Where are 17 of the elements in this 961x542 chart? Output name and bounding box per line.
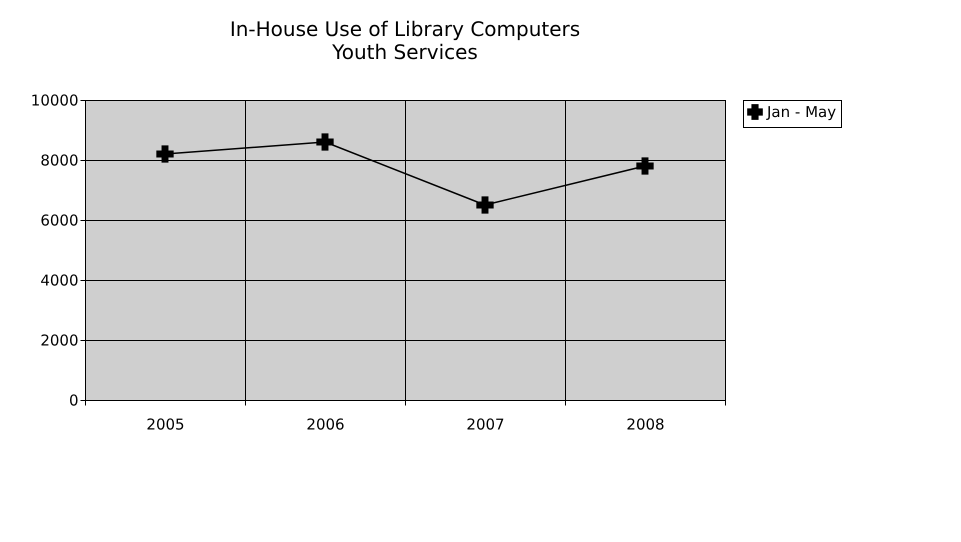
x-tick-label: 2008 — [626, 416, 665, 434]
chart-subtitle: Youth Services — [331, 40, 478, 64]
legend-label: Jan - May — [766, 103, 836, 121]
x-tick-label: 2007 — [466, 416, 505, 434]
point — [476, 196, 494, 214]
x-tick-label: 2006 — [306, 416, 345, 434]
point — [316, 133, 334, 151]
x-tick-label: 2005 — [146, 416, 185, 434]
y-tick-label: 6000 — [40, 212, 78, 230]
chart-title: In-House Use of Library Computers — [230, 17, 580, 41]
y-tick-label: 10000 — [30, 92, 78, 110]
y-tick-label: 0 — [68, 392, 78, 410]
point — [636, 157, 654, 175]
point — [156, 145, 174, 163]
y-tick-label: 2000 — [40, 332, 78, 350]
y-tick-label: 4000 — [40, 272, 78, 290]
y-tick-label: 8000 — [40, 152, 78, 170]
